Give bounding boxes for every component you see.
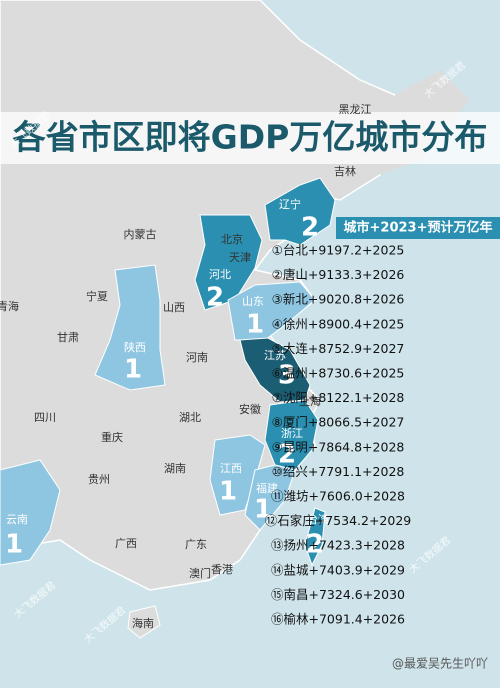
list-item: ⑩绍兴+7791.1+2028: [272, 464, 405, 479]
footer: @最爱吴先生吖吖: [392, 657, 488, 671]
region-fujian: [244, 464, 296, 531]
province-label: 黑龙江: [339, 103, 372, 116]
province-label: 湖南: [164, 462, 186, 475]
list-item: ①台北+9197.2+2025: [272, 243, 405, 258]
title-band: [0, 112, 500, 164]
region-count: 2: [206, 283, 224, 313]
list-item: ⑤大连+8752.9+2027: [272, 341, 405, 356]
region-name: 浙江: [281, 427, 303, 440]
region-name: 山东: [242, 295, 264, 308]
province-label: 青海: [0, 299, 19, 313]
region-name: 台湾: [307, 512, 329, 526]
list-item: ⑯榆林+7091.4+2026: [271, 612, 405, 627]
region-name: 福建: [256, 481, 278, 495]
province-label: 广西: [115, 537, 137, 550]
province-label: 贵州: [88, 473, 110, 486]
province-label: 重庆: [101, 430, 123, 444]
watermark: 大飞数据君: [406, 534, 453, 576]
watermark: 大飞数据君: [11, 579, 58, 621]
province-label: 山西: [163, 301, 185, 314]
list-item: ④徐州+8900.4+2025: [272, 316, 405, 331]
region-zhejiang: [264, 399, 319, 471]
province-label: 澳门: [189, 566, 211, 580]
region-count: 1: [124, 355, 142, 385]
province-label: 安徽: [239, 402, 261, 416]
region-count: 1: [246, 310, 264, 340]
province-label: 上海: [299, 394, 321, 408]
province-label: 天津: [229, 251, 251, 264]
list-item: ⑫石家庄+7534.2+2029: [265, 513, 412, 528]
watermark: 大飞数据君: [81, 604, 128, 646]
list-header: 城市+2023+预计万亿年: [344, 220, 493, 236]
list-item: ⑦沈阳+8122.1+2028: [272, 390, 405, 405]
province-label: 宁夏: [86, 289, 108, 303]
island-hainan: [127, 605, 161, 639]
list-item: ⑥温州+8730.6+2025: [272, 366, 405, 381]
province-label: 湖北: [179, 411, 201, 424]
region-yunnan: [0, 459, 61, 566]
region-count: 1: [219, 477, 237, 507]
region-count: 1: [254, 495, 272, 525]
region-name: 河北: [209, 268, 231, 281]
list-item: ③新北+9020.8+2026: [272, 292, 405, 307]
region-count: 2: [278, 440, 296, 470]
region-count: 2: [306, 530, 324, 560]
list-item: ⑧厦门+8066.5+2027: [272, 415, 405, 430]
list-item: ②唐山+9133.3+2026: [272, 267, 405, 282]
region-shaanxi: [94, 264, 166, 391]
province-label: 四川: [34, 411, 56, 424]
province-label: 海南: [132, 616, 154, 630]
region-count: 3: [278, 361, 296, 391]
region-name: 辽宁: [279, 197, 301, 211]
province-label: 甘肃: [57, 331, 79, 344]
region-name: 陕西: [124, 340, 146, 354]
title: 各省市区即将GDP万亿城市分布: [12, 118, 488, 157]
region-count: 1: [5, 530, 23, 560]
list-item: ⑨昆明+7864.8+2028: [272, 439, 405, 454]
province-label: 北京: [221, 232, 243, 246]
list-item: ⑬扬州+7423.3+2028: [271, 538, 405, 553]
list-header-bg: [336, 217, 500, 239]
region-taiwan: [304, 507, 326, 567]
province-label: 河南: [186, 351, 208, 364]
region-name: 江西: [220, 462, 242, 475]
region-name: 云南: [6, 513, 28, 526]
list-item: ⑪潍坊+7606.0+2028: [271, 489, 405, 504]
province-label: 广东: [185, 538, 207, 551]
list-item: ⑭盐城+7403.9+2029: [271, 562, 405, 577]
region-liaoning: [264, 177, 336, 246]
province-label: 香港: [211, 563, 233, 576]
province-label: 吉林: [334, 164, 356, 178]
region-name: 江苏: [264, 349, 286, 362]
region-count: 2: [301, 213, 319, 243]
province-label: 内蒙古: [124, 227, 157, 241]
list-item: ⑮南昌+7324.6+2030: [271, 587, 405, 602]
